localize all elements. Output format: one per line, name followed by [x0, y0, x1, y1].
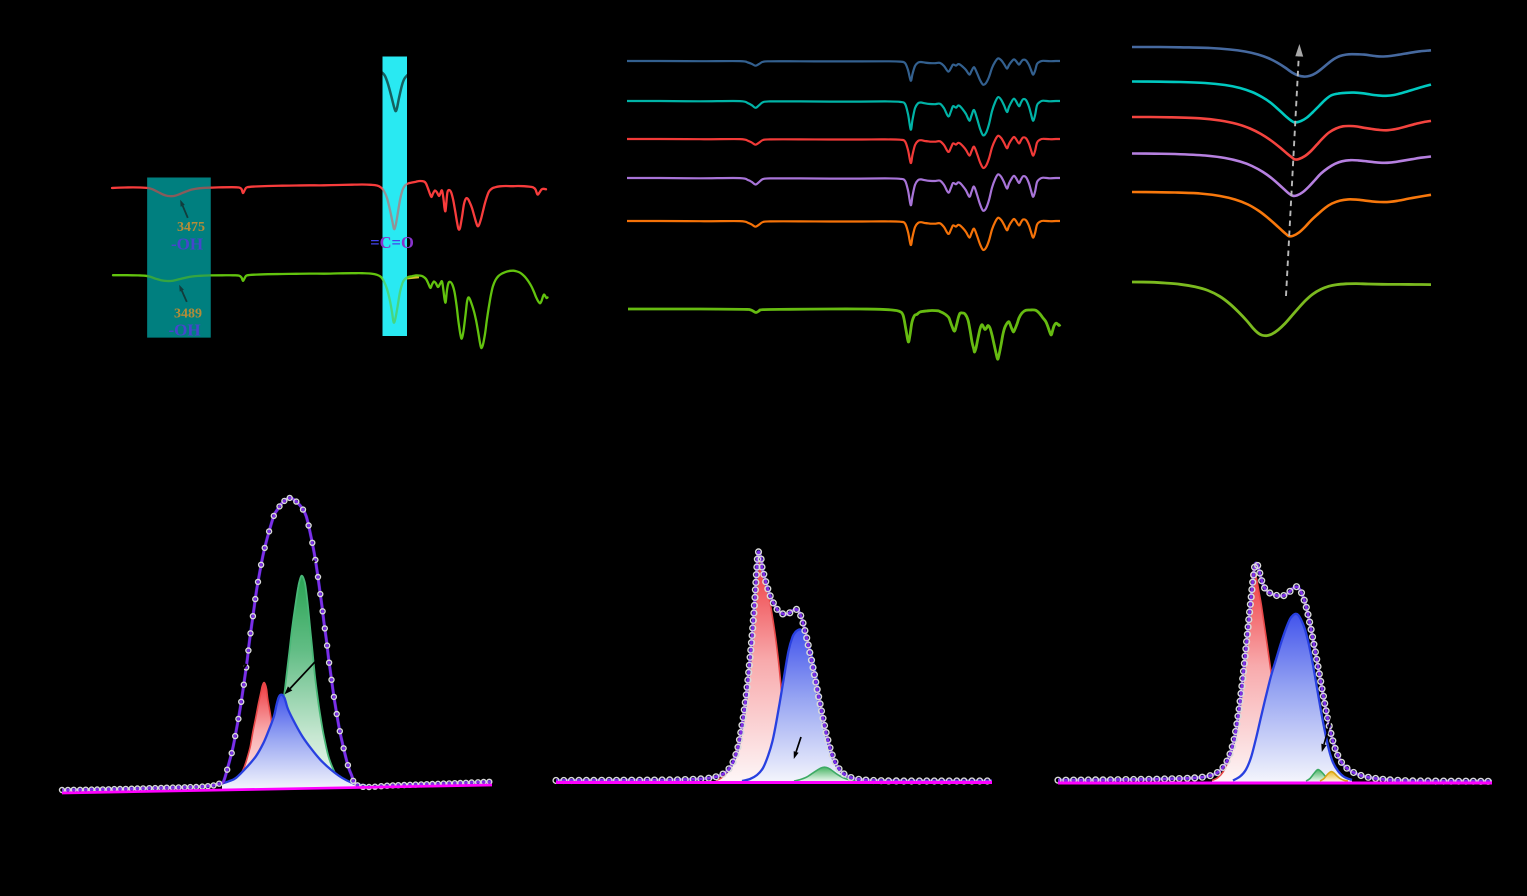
svg-text:=C=O: =C=O — [370, 233, 414, 252]
svg-text:-OH: -OH — [168, 321, 200, 340]
svg-text:3475: 3475 — [177, 220, 205, 235]
svg-text:-OH: -OH — [171, 235, 203, 254]
svg-text:3489: 3489 — [174, 307, 202, 322]
